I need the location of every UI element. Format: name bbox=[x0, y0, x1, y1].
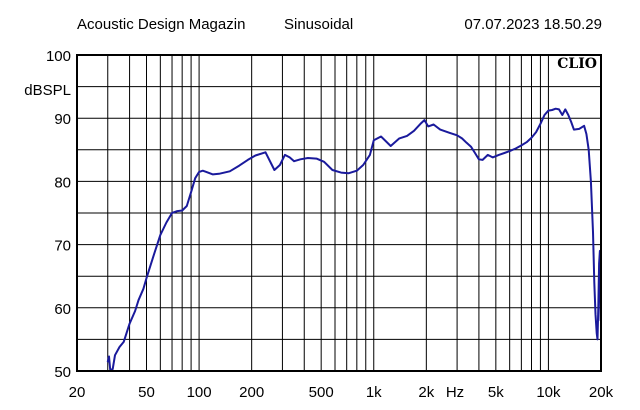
x-tick-label: 1k bbox=[366, 384, 382, 401]
y-tick-label: 50 bbox=[54, 364, 71, 381]
header-timestamp: 07.07.2023 18.50.29 bbox=[464, 16, 602, 33]
y-axis-label: dBSPL bbox=[24, 82, 71, 99]
plot-frame bbox=[76, 54, 602, 372]
y-tick-label: 100 bbox=[46, 48, 71, 65]
x-tick-label: 10k bbox=[536, 384, 561, 401]
x-tick-label: 200 bbox=[239, 384, 264, 401]
x-tick-label: 5k bbox=[488, 384, 504, 401]
x-tick-label: 50 bbox=[138, 384, 155, 401]
x-axis-ticks: 20 50 100 200 500 1k 2k 5k 10k 20k Hz bbox=[69, 384, 614, 401]
y-tick-label: 70 bbox=[54, 238, 71, 255]
x-tick-label: 500 bbox=[309, 384, 334, 401]
header-title: Acoustic Design Magazin bbox=[77, 16, 246, 33]
y-tick-label: 80 bbox=[54, 174, 71, 191]
x-axis-label: Hz bbox=[446, 384, 464, 401]
x-tick-label: 20 bbox=[69, 384, 86, 401]
y-tick-label: 60 bbox=[54, 301, 71, 318]
y-axis-ticks: 50 60 70 80 90 100 bbox=[46, 48, 71, 381]
header-mode: Sinusoidal bbox=[284, 16, 354, 33]
series-line-spl bbox=[106, 107, 602, 371]
x-tick-label: 2k bbox=[418, 384, 434, 401]
y-tick-label: 90 bbox=[54, 111, 71, 128]
x-tick-label: 20k bbox=[589, 384, 614, 401]
x-tick-label: 100 bbox=[187, 384, 212, 401]
clio-logo: CLIO bbox=[557, 56, 597, 72]
chart-grid bbox=[77, 55, 601, 371]
